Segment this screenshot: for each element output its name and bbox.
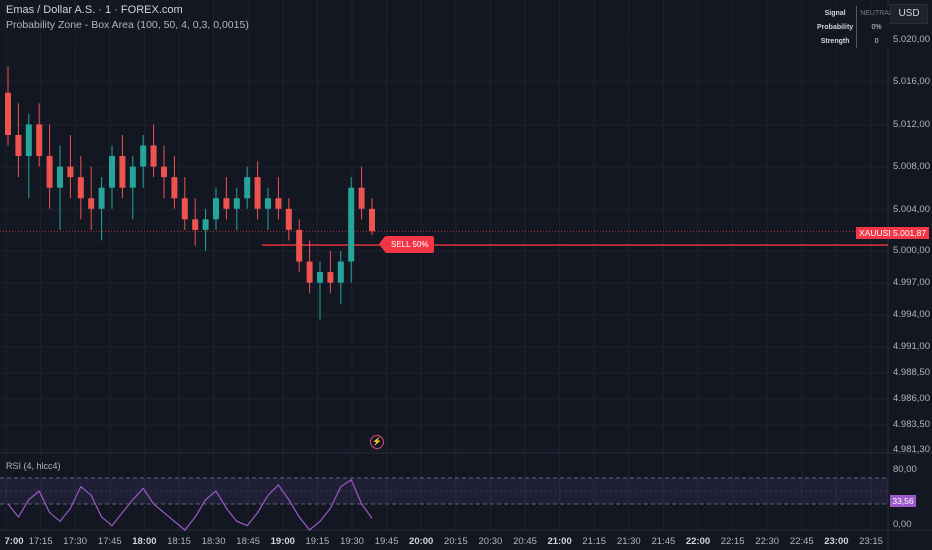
candle-body (109, 156, 115, 188)
time-axis-label: 19:45 (374, 536, 399, 547)
symbol-title[interactable]: Emas / Dollar A.S. · 1 · FOREX.com (6, 4, 183, 16)
price-axis-label: 4.994,00 (893, 309, 930, 320)
current-price-tag: 5.001,87 (890, 227, 930, 239)
time-axis-label: 20:30 (478, 536, 503, 547)
candle-body (348, 187, 355, 262)
candle-body (161, 166, 167, 178)
time-axis-label: 23:00 (824, 536, 849, 547)
rsi-axis-label: 0,00 (893, 519, 912, 530)
strength-label: Strength (814, 34, 858, 48)
candle-body (67, 166, 74, 178)
price-axis-label: 5.016,00 (893, 76, 930, 87)
signal-table: Signal NEUTRAL Probability 0% Strength 0 (814, 6, 896, 48)
time-axis-label: 17:45 (97, 536, 122, 547)
strength-value: 0 (874, 37, 879, 45)
candle-body (57, 166, 63, 188)
time-axis-label: 19:00 (270, 536, 295, 547)
candle-body (213, 198, 219, 220)
price-axis-label: 5.012,00 (893, 119, 930, 130)
price-axis-label: 4.988,50 (893, 367, 930, 378)
time-axis-label: 19:15 (305, 536, 330, 547)
time-axis-label: 18:15 (167, 536, 191, 547)
candle-body (46, 156, 53, 188)
price-axis-label: 4.991,00 (893, 341, 930, 352)
candle-body (233, 198, 240, 209)
time-axis-label: 18:00 (132, 536, 157, 547)
candle-body (77, 177, 84, 199)
rsi-line (7, 478, 373, 531)
time-axis-label: 17:15 (28, 536, 53, 547)
time-axis-label: 21:15 (582, 536, 607, 547)
candle-body (140, 145, 147, 167)
price-axis-label: 4.986,00 (893, 393, 930, 404)
flash-icon[interactable]: ⚡ (370, 435, 384, 449)
candle-body (15, 134, 22, 157)
candle-body (181, 198, 188, 220)
candle-body (202, 219, 209, 230)
candle-body (306, 261, 313, 283)
time-axis-label: 18:30 (201, 536, 226, 547)
candle-body (285, 208, 292, 230)
price-axis-label: 4.983,50 (893, 419, 930, 430)
time-axis-label: 20:15 (443, 536, 468, 547)
price-axis-label: 5.000,00 (893, 245, 930, 256)
signal-row: Signal NEUTRAL (814, 6, 896, 20)
candle-body (5, 92, 11, 135)
candle-body (337, 261, 344, 283)
signal-label: Signal (814, 6, 858, 20)
candle-body (296, 229, 303, 262)
time-axis-label: 18:45 (236, 536, 261, 547)
candle-body (327, 272, 334, 283)
price-axis-label: 5.004,00 (893, 204, 930, 215)
candle-body (369, 208, 375, 232)
strength-row: Strength 0 (814, 34, 896, 48)
candle-body (192, 219, 199, 230)
candle-body (129, 166, 136, 188)
candle-body (150, 145, 157, 167)
time-axis-label: 21:30 (616, 536, 641, 547)
candle-body (254, 177, 261, 209)
time-axis-label: 22:00 (685, 536, 711, 547)
candle-body (275, 198, 282, 209)
candle-body (171, 177, 178, 199)
price-axis-label: 4.981,30 (893, 444, 930, 455)
rsi-axis-label: 80,00 (893, 464, 917, 475)
time-axis-label: 17:30 (63, 536, 88, 547)
time-axis-label: 21:45 (651, 536, 676, 547)
time-axis-label: 20:45 (513, 536, 537, 547)
time-axis-label: 22:30 (755, 536, 780, 547)
sell-signal-label: SELL 50% (379, 236, 434, 253)
candle-body (98, 187, 105, 209)
time-axis-label: 23:15 (859, 536, 883, 547)
rsi-value-tag: 33,56 (890, 495, 916, 507)
probability-label: Probability (814, 20, 858, 34)
candle-body (88, 198, 95, 209)
rsi-title[interactable]: RSI (4, hlcc4) (6, 461, 61, 471)
candle-body (317, 272, 323, 283)
time-axis-label: 20:00 (409, 536, 434, 547)
time-axis-label: 19:30 (340, 536, 364, 547)
symbol-tag: XAUUSD (856, 227, 898, 239)
candle-body (358, 187, 365, 209)
time-axis-label: 21:00 (547, 536, 572, 547)
price-axis-label: 5.020,00 (893, 34, 930, 45)
probability-row: Probability 0% (814, 20, 896, 34)
time-axis-label: 22:45 (789, 536, 814, 547)
candle-body (119, 156, 126, 188)
price-axis-label: 5.008,00 (893, 161, 930, 172)
candle-body (25, 124, 32, 157)
candle-body (265, 198, 271, 209)
candle-body (36, 124, 43, 157)
candle-body (223, 198, 230, 209)
signal-value: NEUTRAL (860, 9, 893, 17)
indicator-title[interactable]: Probability Zone - Box Area (100, 50, 4,… (6, 19, 249, 31)
time-axis-label: 22:15 (720, 536, 745, 547)
currency-button[interactable]: USD (890, 4, 928, 24)
time-axis-label: 7:00 (4, 536, 24, 547)
candle-body (244, 177, 251, 199)
price-axis-label: 4.997,00 (893, 277, 930, 288)
probability-value: 0% (871, 23, 882, 31)
